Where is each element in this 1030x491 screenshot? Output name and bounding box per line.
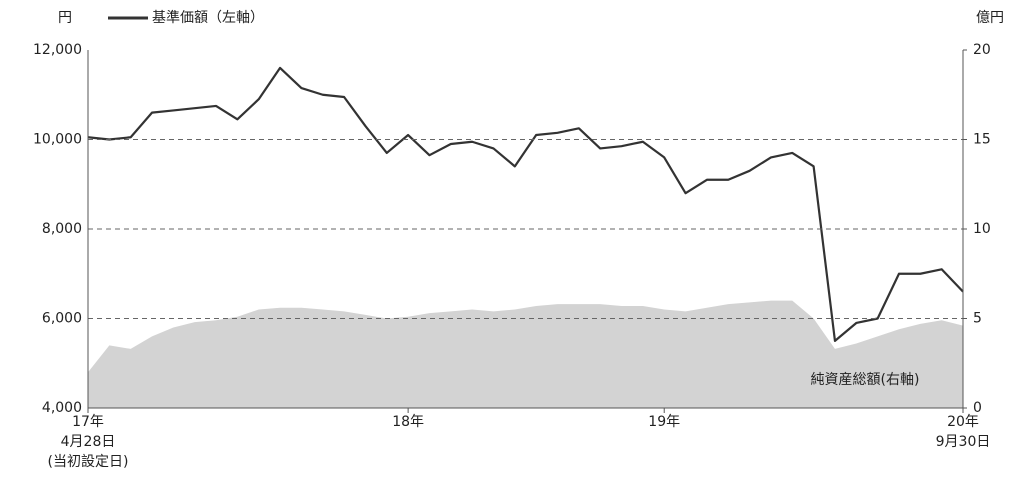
- y2-tick-label: 15: [973, 132, 991, 148]
- y-tick-label: 4,000: [42, 400, 82, 416]
- x-tick-label: 20年 9月30日: [935, 414, 991, 450]
- area-label: 純資産総額(右軸): [811, 372, 920, 388]
- y2-axis-unit: 億円: [976, 10, 1004, 26]
- y2-tick-label: 5: [973, 311, 982, 327]
- y2-tick-label: 10: [973, 221, 991, 237]
- area: [88, 300, 963, 408]
- x-tick-label: 17年 4月28日 (当初設定日): [47, 414, 129, 470]
- x-tick-label: 19年: [648, 414, 681, 430]
- line: [87, 66, 964, 342]
- x-tick-label: 18年: [392, 414, 425, 430]
- y-tick-label: 6,000: [42, 311, 82, 327]
- y2-tick-label: 0: [973, 400, 982, 416]
- legend-label: 基準価額（左軸）: [152, 9, 264, 26]
- y-tick-label: 10,000: [33, 132, 82, 148]
- y-tick-label: 12,000: [33, 42, 82, 58]
- y-tick-label: 8,000: [42, 221, 82, 237]
- y-axis-unit: 円: [58, 10, 72, 26]
- y2-tick-label: 20: [973, 42, 991, 58]
